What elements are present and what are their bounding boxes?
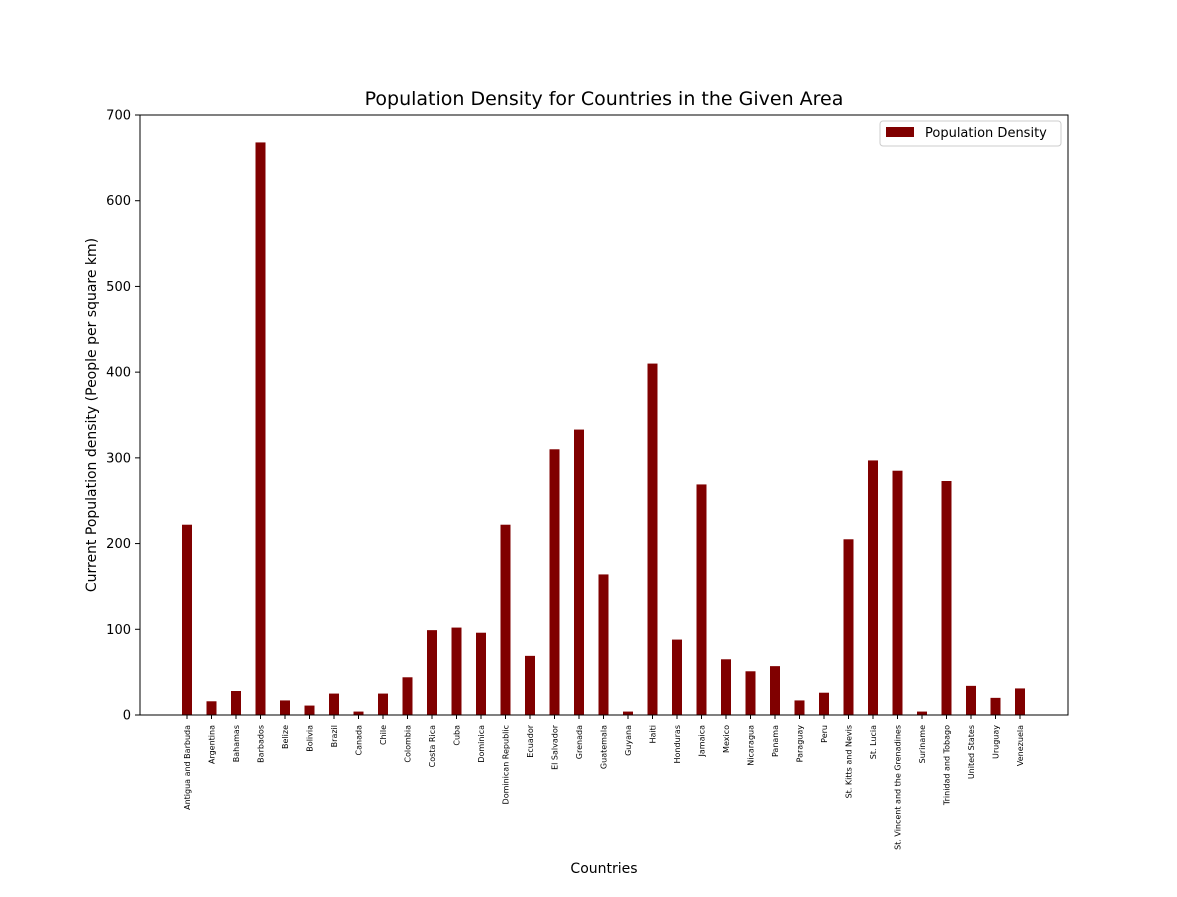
bar [206, 701, 217, 715]
bar [231, 691, 241, 715]
bar [427, 630, 437, 715]
x-tick-label: Trinidad and Tobago [943, 725, 952, 806]
bar [623, 711, 633, 715]
x-tick-label: United States [967, 725, 976, 779]
x-tick-label: Brazil [330, 725, 339, 747]
y-tick-label: 600 [106, 194, 131, 209]
bar [378, 693, 388, 715]
bar [696, 484, 707, 715]
bars-group [182, 142, 1025, 715]
y-tick-label: 0 [123, 709, 131, 724]
legend-box [879, 120, 1062, 147]
bar [1015, 688, 1025, 715]
y-tick-label: 400 [106, 366, 131, 381]
x-tick-label: Guatemala [600, 725, 609, 769]
y-axis-label: Current Population density (People per s… [84, 238, 100, 592]
y-tick-label: 100 [106, 623, 131, 638]
x-tick-label: Argentina [208, 725, 217, 764]
x-tick-label: Peru [820, 725, 829, 743]
x-tick-label: Cuba [453, 725, 462, 746]
x-tick-label: Colombia [404, 725, 413, 763]
x-tick-label: El Salvador [551, 724, 560, 770]
legend: Population Density [879, 120, 1062, 147]
x-tick-label: Mexico [722, 725, 731, 753]
bar [941, 481, 952, 715]
x-tick-label: Antigua and Barbuda [183, 725, 192, 810]
x-tick-label: Suriname [918, 725, 927, 763]
x-tick-label: Nicaragua [747, 725, 756, 766]
x-tick-label: Canada [355, 725, 364, 756]
bar [329, 693, 339, 715]
x-tick-label: Dominican Republic [502, 725, 511, 804]
bar [917, 711, 927, 715]
bar [672, 639, 682, 715]
y-tick-label: 500 [106, 280, 131, 295]
x-tick-label: Honduras [673, 725, 682, 764]
bar [819, 692, 829, 715]
bar [990, 697, 1001, 715]
x-tick-label: St. Kitts and Nevis [845, 725, 854, 798]
bar [476, 632, 486, 715]
x-tick-label: Jamaica [698, 725, 707, 758]
bar [843, 539, 854, 715]
x-tick-label: St. Vincent and the Grenadines [894, 725, 903, 850]
bar [745, 671, 756, 715]
bar [525, 655, 535, 715]
x-axis-ticks: Antigua and Barbuda Argentina Bahamas Barba… [183, 715, 1025, 850]
bar [451, 627, 462, 715]
bar [966, 685, 976, 715]
x-tick-label: Panama [771, 725, 780, 757]
x-tick-label: Venezuela [1016, 725, 1025, 766]
bar [304, 705, 315, 715]
x-tick-label: Bolivia [306, 725, 315, 752]
bar [794, 700, 805, 715]
x-tick-label: Barbados [257, 725, 266, 763]
bar [500, 524, 511, 715]
bar [182, 524, 192, 715]
bar [647, 363, 658, 715]
x-tick-label: Uruguay [992, 725, 1001, 759]
y-tick-label: 200 [106, 537, 131, 552]
x-tick-label: Grenada [575, 725, 584, 759]
bar [598, 574, 609, 715]
x-tick-label: Dominica [477, 725, 486, 763]
legend-label: Population Density [925, 126, 1047, 141]
bar [353, 711, 364, 715]
x-tick-label: Paraguay [796, 725, 805, 763]
bar [721, 659, 731, 715]
legend-swatch [886, 127, 914, 137]
y-tick-label: 700 [106, 109, 131, 124]
x-tick-label: St. Lucia [869, 725, 878, 759]
plot-frame [139, 114, 1069, 716]
x-tick-label: Costa Rica [428, 725, 437, 767]
x-tick-label: Ecuador [526, 724, 535, 757]
bar [402, 677, 413, 715]
x-tick-label: Chile [379, 725, 388, 745]
bar [892, 470, 903, 715]
bar [549, 449, 560, 715]
bar [868, 460, 878, 715]
chart-title: Population Density for Countries in the … [365, 88, 844, 110]
x-tick-label: Guyana [624, 725, 633, 756]
bar [770, 666, 780, 715]
x-axis-label: Countries [570, 861, 637, 877]
bar [280, 700, 290, 715]
y-axis-ticks: 0 100 200 300 400 500 600 700 [106, 109, 140, 724]
x-tick-label: Haiti [649, 725, 658, 744]
y-tick-label: 300 [106, 451, 131, 466]
x-tick-label: Belize [281, 725, 290, 749]
x-tick-label: Bahamas [232, 725, 241, 762]
bar [255, 142, 266, 715]
bar [574, 429, 584, 715]
